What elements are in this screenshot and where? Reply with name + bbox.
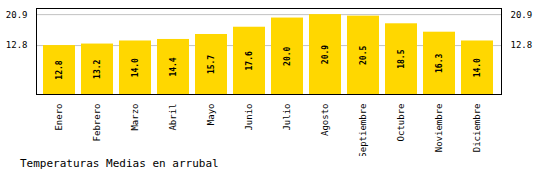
svg-text:14.0: 14.0 bbox=[473, 58, 482, 77]
html-text:Temperaturas Medias en arrubal: Temperaturas Medias en arrubal bbox=[20, 157, 219, 170]
svg-text:12.8: 12.8 bbox=[6, 40, 28, 50]
svg-text:13.2: 13.2 bbox=[93, 59, 102, 78]
svg-text:Diciembre: Diciembre bbox=[472, 104, 482, 153]
svg-text:Marzo: Marzo bbox=[130, 104, 140, 131]
svg-text:17.6: 17.6 bbox=[245, 51, 254, 70]
svg-text:Enero: Enero bbox=[54, 104, 64, 131]
svg-text:16.3: 16.3 bbox=[435, 54, 444, 73]
svg-text:20.5: 20.5 bbox=[359, 46, 368, 65]
svg-text:15.7: 15.7 bbox=[207, 55, 216, 74]
svg-text:Octubre: Octubre bbox=[396, 104, 406, 142]
svg-text:Noviembre: Noviembre bbox=[434, 104, 444, 153]
svg-text:18.5: 18.5 bbox=[397, 49, 406, 68]
svg-text:Julio: Julio bbox=[282, 104, 292, 131]
svg-text:Septiembre: Septiembre bbox=[358, 104, 368, 157]
svg-text:20.9: 20.9 bbox=[511, 9, 533, 19]
svg-text:Junio: Junio bbox=[244, 104, 254, 131]
svg-text:20.0: 20.0 bbox=[283, 46, 292, 65]
svg-text:Mayo: Mayo bbox=[206, 104, 216, 126]
svg-text:Febrero: Febrero bbox=[92, 104, 102, 142]
svg-text:20.9: 20.9 bbox=[6, 9, 28, 19]
svg-text:Abril: Abril bbox=[168, 104, 178, 131]
svg-text:12.8: 12.8 bbox=[55, 60, 64, 79]
svg-text:20.9: 20.9 bbox=[321, 45, 330, 64]
svg-text:Agosto: Agosto bbox=[320, 104, 330, 137]
svg-text:14.4: 14.4 bbox=[169, 57, 178, 76]
svg-text:12.8: 12.8 bbox=[511, 40, 533, 50]
svg-text:14.0: 14.0 bbox=[131, 58, 140, 77]
